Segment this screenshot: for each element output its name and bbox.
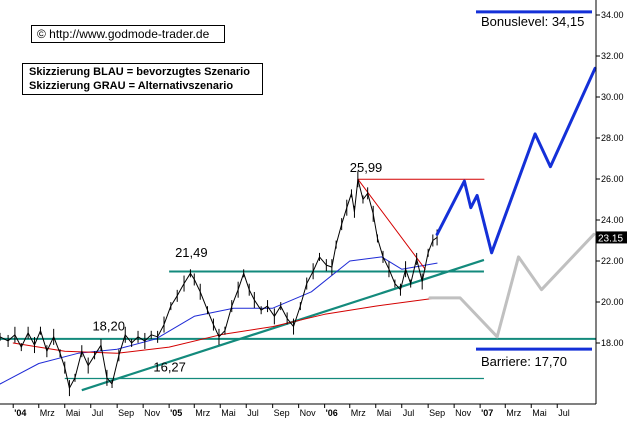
x-tick-label: Sep [274,408,290,418]
y-tick-label: 22.00 [601,256,624,266]
level-annotation-label: 18,20 [92,319,125,334]
moving-average-blue-line [0,256,438,385]
rising-trendline [81,258,485,392]
x-tick-label: Nov [455,408,472,418]
y-tick-label: 20.00 [601,297,624,307]
barriere-label: Barriere: 17,70 [481,354,567,369]
y-tick-label: 24.00 [601,215,624,225]
x-tick-label: Jul [403,408,415,418]
x-tick-label: Sep [429,408,445,418]
last-price-marker [596,231,627,244]
y-tick-label: 34.00 [601,10,624,20]
x-tick-label: Mrz [351,408,366,418]
x-tick-label: Mrz [506,408,521,418]
y-tick-label: 30.00 [601,92,624,102]
x-tick-label: '06 [326,408,338,418]
y-tick-label: 28.00 [601,133,624,143]
x-tick-label: Mrz [195,408,210,418]
x-tick-label: Mai [377,408,392,418]
level-annotation-label: 16,27 [153,360,186,375]
level-annotation-label: 21,49 [175,245,208,260]
x-tick-label: Jul [558,408,570,418]
y-tick-label: 18.00 [601,338,624,348]
last-price-label: 23.15 [598,233,623,244]
alternative-scenario-line [428,232,596,339]
legend-line-alternative: Skizzierung GRAU = Alternativszenario [29,80,234,92]
x-tick-label: Jul [247,408,259,418]
plot-background [0,0,596,404]
y-tick-label: 32.00 [601,51,624,61]
x-tick-label: '04 [14,408,26,418]
preferred-scenario-line [435,66,597,255]
source-watermark: © http://www.godmode-trader.de [31,25,225,43]
x-tick-label: Mrz [40,408,55,418]
x-tick-label: '07 [481,408,493,418]
legend-line-preferred: Skizzierung BLAU = bevorzugtes Szenario [29,66,250,78]
bonuslevel-label: Bonuslevel: 34,15 [481,14,584,29]
x-tick-label: Mai [532,408,547,418]
level-annotation-label: 25,99 [350,160,383,175]
x-tick-label: Sep [118,408,134,418]
x-tick-label: Nov [300,408,317,418]
scenario-legend: Skizzierung BLAU = bevorzugtes Szenario … [22,63,263,95]
x-tick-label: '05 [170,408,182,418]
resistance-diagonal-line [357,178,426,270]
y-tick-label: 26.00 [601,174,624,184]
x-tick-label: Mai [66,408,81,418]
x-tick-label: Mai [221,408,236,418]
x-tick-label: Jul [92,408,104,418]
x-tick-label: Nov [144,408,161,418]
